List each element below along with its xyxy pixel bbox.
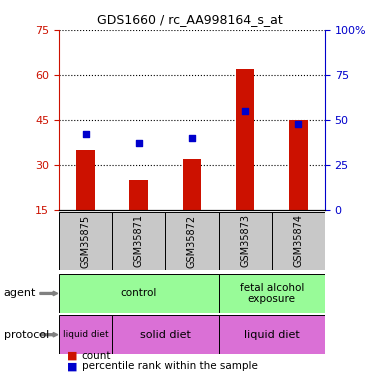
Text: count: count bbox=[82, 351, 111, 361]
Bar bbox=[129, 180, 148, 255]
Text: liquid diet: liquid diet bbox=[244, 330, 299, 340]
Bar bbox=[59, 274, 218, 313]
Bar bbox=[112, 315, 218, 354]
Text: ■: ■ bbox=[66, 351, 77, 361]
Text: liquid diet: liquid diet bbox=[63, 330, 108, 339]
Bar bbox=[76, 150, 95, 255]
Bar bbox=[182, 159, 201, 255]
Bar bbox=[218, 274, 325, 313]
Text: GSM35871: GSM35871 bbox=[134, 214, 144, 267]
Text: solid diet: solid diet bbox=[140, 330, 191, 340]
Text: GSM35872: GSM35872 bbox=[187, 214, 197, 267]
Bar bbox=[272, 212, 325, 270]
Text: GSM35874: GSM35874 bbox=[293, 214, 303, 267]
Bar bbox=[218, 315, 325, 354]
Text: percentile rank within the sample: percentile rank within the sample bbox=[82, 361, 258, 371]
Text: GSM35875: GSM35875 bbox=[81, 214, 90, 267]
Bar bbox=[236, 69, 255, 255]
Bar bbox=[165, 212, 218, 270]
Bar bbox=[218, 212, 272, 270]
Point bbox=[82, 131, 89, 137]
Point bbox=[295, 121, 301, 127]
Bar bbox=[59, 212, 112, 270]
Point bbox=[189, 135, 195, 141]
Bar bbox=[59, 315, 112, 354]
Bar bbox=[289, 120, 308, 255]
Text: GSM35873: GSM35873 bbox=[240, 214, 250, 267]
Point bbox=[136, 140, 142, 146]
Text: ■: ■ bbox=[66, 361, 77, 371]
Text: control: control bbox=[120, 288, 157, 298]
Text: protocol: protocol bbox=[4, 330, 49, 340]
Text: GDS1660 / rc_AA998164_s_at: GDS1660 / rc_AA998164_s_at bbox=[97, 13, 283, 26]
Bar bbox=[112, 212, 165, 270]
Point bbox=[242, 108, 248, 114]
Text: agent: agent bbox=[4, 288, 36, 298]
Text: fetal alcohol
exposure: fetal alcohol exposure bbox=[239, 283, 304, 304]
